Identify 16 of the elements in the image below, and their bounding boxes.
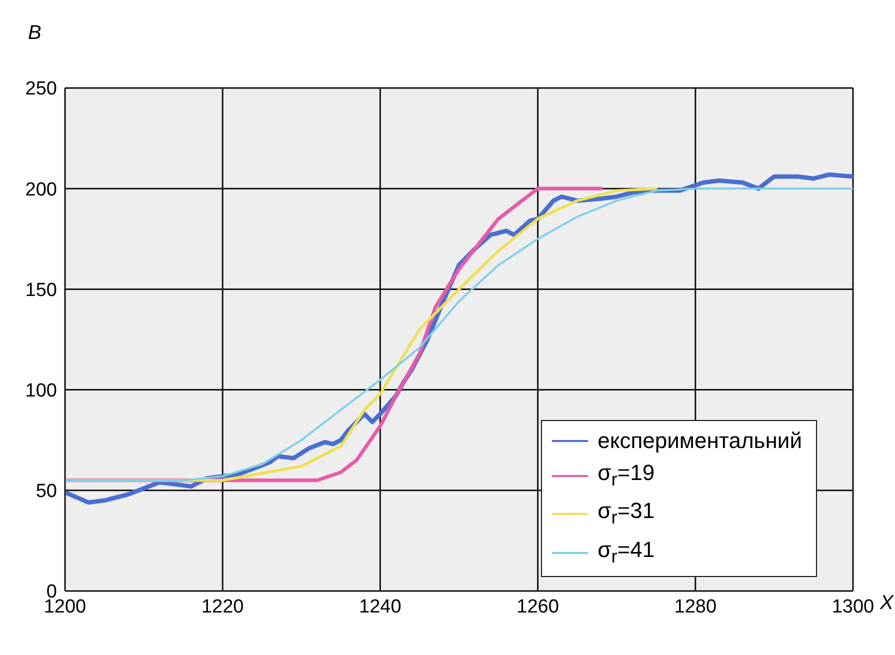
y-tick-label: 250	[25, 78, 57, 100]
x-tick-label: 1260	[516, 596, 559, 618]
legend-label: σ$_{r}$=19	[598, 458, 655, 492]
y-tick-label: 150	[25, 280, 57, 301]
y-axis-title: B	[28, 22, 42, 45]
y-tick-label: 100	[25, 380, 57, 402]
legend-label: σ$_{r}$=31	[598, 497, 655, 530]
y-tick-label: 200	[25, 179, 57, 200]
x-tick-label: 1280	[674, 596, 717, 618]
x-tick-label: 1300	[832, 596, 874, 618]
x-axis-title: X	[880, 592, 894, 615]
legend-label: експериментальний	[598, 426, 802, 455]
x-tick-label: 1240	[359, 596, 402, 618]
legend-label: σ$_{r}$=41	[598, 536, 655, 568]
x-tick-label: 1220	[201, 596, 244, 618]
y-tick-label: 50	[36, 481, 57, 502]
